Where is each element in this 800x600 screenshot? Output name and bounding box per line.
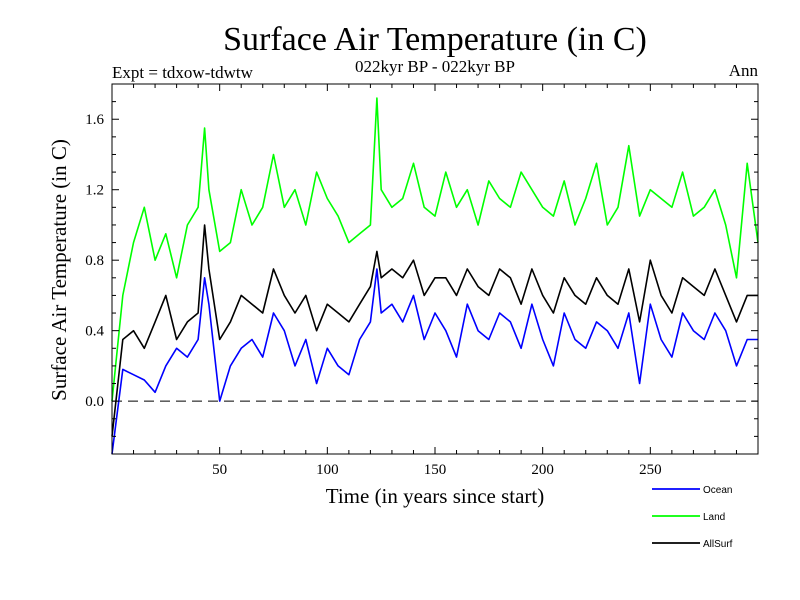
legend-label-allsurf: AllSurf (703, 539, 733, 550)
series-line-allsurf (111, 224, 758, 437)
legend-label-land: Land (703, 512, 725, 523)
legend: Ocean Land AllSurf (652, 485, 733, 550)
x-tick-label: 50 (212, 462, 227, 478)
x-tick-label: 150 (424, 462, 447, 478)
y-axis: 0.0 0.4 0.8 1.2 1.6 (85, 101, 758, 437)
legend-label-ocean: Ocean (703, 485, 732, 496)
chart-subtitle-left: Expt = tdxow-tdwtw (112, 63, 254, 82)
x-tick-label: 200 (531, 462, 554, 478)
x-tick-label: 100 (316, 462, 339, 478)
series-line-ocean (111, 268, 758, 455)
x-axis: 50 100 150 200 250 (133, 84, 737, 478)
y-tick-label: 0.4 (85, 324, 104, 340)
y-axis-label: Surface Air Temperature (in C) (47, 139, 71, 401)
series-line-land (111, 97, 759, 402)
x-tick-label: 250 (639, 462, 662, 478)
y-tick-label: 0.8 (85, 253, 104, 269)
x-axis-label: Time (in years since start) (326, 484, 545, 508)
y-tick-label: 1.2 (85, 183, 104, 199)
chart-subtitle-right: Ann (729, 61, 759, 80)
plot-area (111, 97, 759, 455)
chart-title: Surface Air Temperature (in C) (223, 21, 647, 58)
y-tick-label: 0.0 (85, 394, 104, 410)
y-tick-label: 1.6 (85, 112, 104, 128)
chart-subtitle-center: 022kyr BP - 022kyr BP (355, 57, 515, 76)
